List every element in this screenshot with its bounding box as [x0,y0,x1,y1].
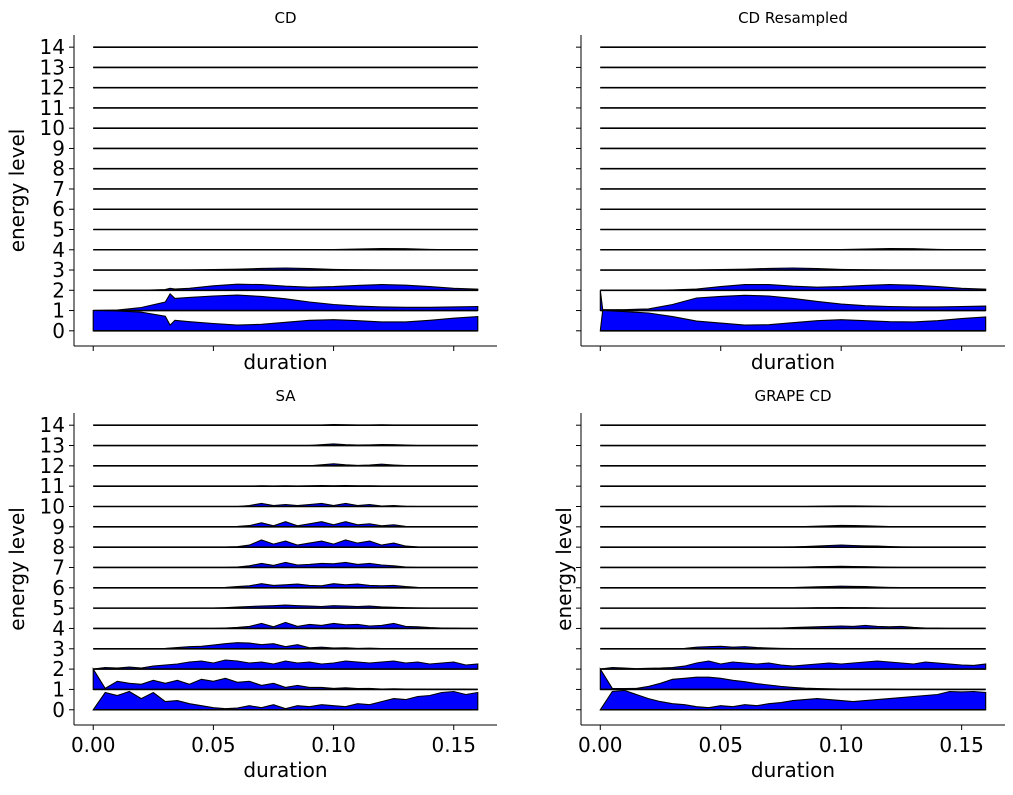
y-tick-label: 0 [52,698,65,722]
y-tick-label: 14 [40,413,65,437]
y-tick-label: 1 [52,677,65,701]
subplot-4: 0.00 0.05 0.10 0.15 GRAPE CD duration energy l… [552,387,1005,782]
ridge-level-0 [599,689,987,711]
x-tick-label: 0.00 [578,733,623,757]
y-tick-label: 9 [52,515,65,539]
y-tick-label: 11 [40,96,65,120]
y-tick-label: 7 [52,177,65,201]
subplot-title: GRAPE CD [754,387,831,405]
y-tick-label: 4 [52,616,65,640]
ridge-level-4 [93,621,478,630]
y-tick-label: 12 [40,76,65,100]
y-tick-label: 6 [52,576,65,600]
x-tick-label: 0.05 [698,733,743,757]
ridge-level-2 [93,659,479,670]
ridge-level-2 [93,283,479,291]
y-axis-label: energy level [552,507,576,631]
x-axis-label: duration [243,758,327,782]
x-tick-label: 0.15 [939,733,984,757]
subplot-2: CD Resampled duration [576,9,1005,374]
y-tick-label: 0 [52,319,65,343]
subplot-title: CD Resampled [738,9,848,27]
y-tick-label: 11 [40,474,65,498]
ridge-level-1 [599,667,986,690]
x-tick-label: 0.10 [311,733,356,757]
y-tick-label: 3 [52,258,65,282]
y-tick-label: 8 [52,157,65,181]
ridge-level-0 [92,309,479,332]
y-tick-label: 2 [52,278,65,302]
x-axis-label: duration [751,350,835,374]
ridge-level-0 [92,690,479,711]
ridge-level-1 [92,667,478,690]
y-tick-label: 14 [40,35,65,59]
y-tick-label: 7 [52,555,65,579]
ridge-level-0 [599,309,987,332]
y-tick-label: 13 [40,434,65,458]
y-tick-label: 6 [52,197,65,221]
x-axis-label: duration [243,350,327,374]
y-axis-label: energy level [5,507,29,631]
y-tick-label: 4 [52,238,65,262]
y-tick-label: 10 [40,116,65,140]
y-tick-label: 10 [40,494,65,518]
y-tick-label: 13 [40,55,65,79]
x-tick-label: 0.05 [191,733,236,757]
ridge-level-3 [93,642,478,650]
ridge-level-2 [600,284,987,291]
subplot-title: SA [275,387,296,405]
y-axis-label: energy level [5,129,29,253]
x-tick-label: 0.10 [819,733,864,757]
y-tick-label: 3 [52,637,65,661]
x-tick-label: 0.15 [431,733,476,757]
y-tick-label: 2 [52,657,65,681]
x-axis-label: duration [751,758,835,782]
ridge-level-2 [600,660,987,670]
ridge-level-1 [93,293,479,312]
x-tick-label: 0.00 [71,733,116,757]
y-tick-label: 1 [52,299,65,323]
y-tick-label: 5 [52,218,65,242]
y-tick-label: 9 [52,136,65,160]
subplot-title: CD [274,9,296,27]
y-tick-label: 8 [52,535,65,559]
y-tick-label: 12 [40,454,65,478]
y-tick-label: 5 [52,596,65,620]
ridge-level-8 [93,539,478,548]
ridge-level-1 [599,290,987,312]
